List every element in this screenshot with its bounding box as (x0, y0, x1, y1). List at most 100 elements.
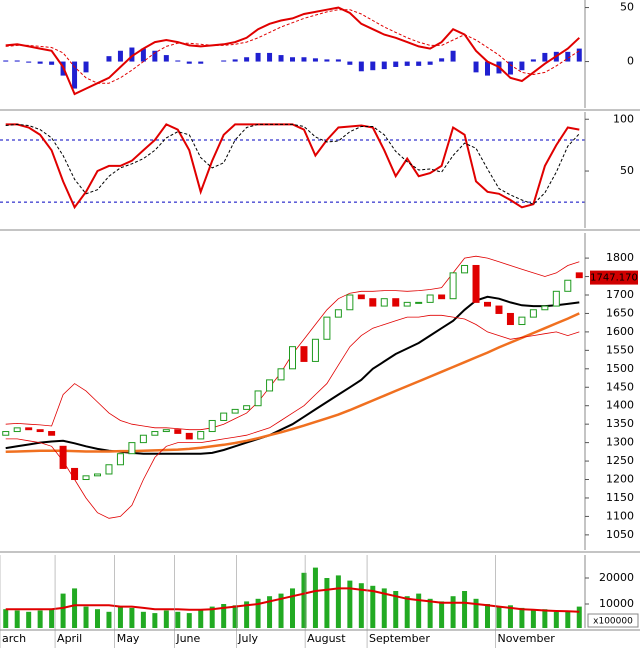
x-tick-label: September (369, 632, 430, 645)
candle-body (392, 298, 400, 307)
candle-body (220, 412, 228, 421)
histogram-bar (416, 61, 422, 66)
histogram-bar (290, 57, 295, 62)
candle-body (208, 419, 216, 433)
candle-body (197, 431, 205, 440)
y-tick-label: 0 (627, 55, 634, 68)
volume-bar (106, 611, 112, 628)
candle-body (36, 429, 44, 433)
volume-bar (565, 610, 571, 628)
x-tick-label: August (307, 632, 346, 645)
histogram-bar (576, 48, 582, 62)
candle-body (266, 379, 274, 392)
candle-body (472, 264, 480, 303)
candle-body (116, 453, 124, 466)
histogram-bar (519, 61, 525, 71)
candle-body (82, 475, 90, 481)
histogram-bar (335, 59, 341, 62)
histogram-bar (267, 52, 273, 62)
candle-body (254, 390, 262, 407)
volume-bar (576, 606, 582, 628)
candle-body (506, 312, 514, 326)
volume-bar (49, 609, 55, 628)
volume-bar (370, 585, 376, 628)
histogram-bar (14, 60, 20, 62)
volume-bar (542, 609, 548, 628)
volume-bar (496, 606, 502, 628)
y-tick-label: 50 (620, 164, 634, 177)
volume-bar (450, 596, 456, 628)
candle-body (128, 442, 136, 455)
histogram-bar (370, 61, 376, 71)
volume-bar (278, 593, 284, 628)
line-series (5, 6, 580, 96)
candle-body (162, 429, 170, 433)
histogram-bar (485, 61, 490, 76)
x-tick-label: July (237, 632, 258, 645)
candle-body (59, 445, 67, 469)
volume-bar (507, 605, 513, 628)
line-series (5, 314, 580, 519)
volume-bar (117, 606, 123, 628)
histogram-bar (530, 59, 536, 62)
volume-bar (37, 610, 43, 628)
candle-body (231, 408, 239, 414)
candle-body (174, 429, 182, 434)
histogram-bar (140, 48, 146, 62)
y-tick-label: 1200 (606, 473, 634, 486)
line-series (5, 9, 580, 84)
x-tick-label: June (175, 632, 200, 645)
candle-body (575, 272, 583, 279)
histogram-bar (244, 57, 250, 62)
y-tick-label: 1550 (606, 343, 634, 356)
candle-body (48, 431, 56, 436)
histogram-bar (163, 55, 169, 62)
panel (2, 255, 583, 519)
line-series (5, 312, 580, 454)
volume-bar (60, 593, 66, 628)
line-series (5, 123, 580, 205)
volume-bar (347, 580, 353, 628)
candle-body (541, 305, 549, 311)
histogram-bar (439, 58, 445, 62)
y-tick-label: 1700 (606, 288, 634, 301)
volume-bar (267, 596, 273, 628)
candle-body (403, 301, 411, 307)
volume-bar (439, 601, 445, 628)
volume-bar (519, 607, 525, 628)
histogram-bar (232, 59, 238, 62)
histogram-bar (404, 61, 410, 66)
y-tick-label: 1100 (606, 509, 634, 522)
histogram-bar (186, 61, 192, 64)
volume-bar (186, 613, 192, 628)
volume-bar (175, 611, 181, 628)
y-tick-label: 50 (620, 1, 634, 14)
candle-body (380, 298, 388, 307)
y-tick-label: 1650 (606, 306, 634, 319)
candle-body (357, 294, 365, 300)
candle-body (484, 301, 491, 307)
volume-bar (72, 588, 78, 628)
volume-bar (462, 591, 468, 628)
volume-bar (301, 572, 307, 628)
volume-bar (163, 610, 169, 628)
candle-body (151, 431, 159, 436)
candle-body (461, 264, 469, 274)
volume-bar (381, 588, 387, 628)
histogram-bar (278, 55, 284, 62)
candle-body (300, 346, 308, 362)
line-series (5, 587, 580, 613)
volume-bar (404, 596, 410, 628)
volume-bar (140, 611, 146, 628)
candle-body (289, 346, 296, 370)
candle-body (185, 432, 193, 440)
volume-bar (152, 613, 158, 628)
volume-bar (26, 611, 32, 628)
histogram-bar (507, 61, 513, 75)
volume-bar (485, 604, 490, 628)
candle-body (139, 434, 147, 444)
histogram-bar (175, 60, 181, 62)
candle-body (449, 272, 457, 300)
histogram-bar (358, 61, 364, 72)
